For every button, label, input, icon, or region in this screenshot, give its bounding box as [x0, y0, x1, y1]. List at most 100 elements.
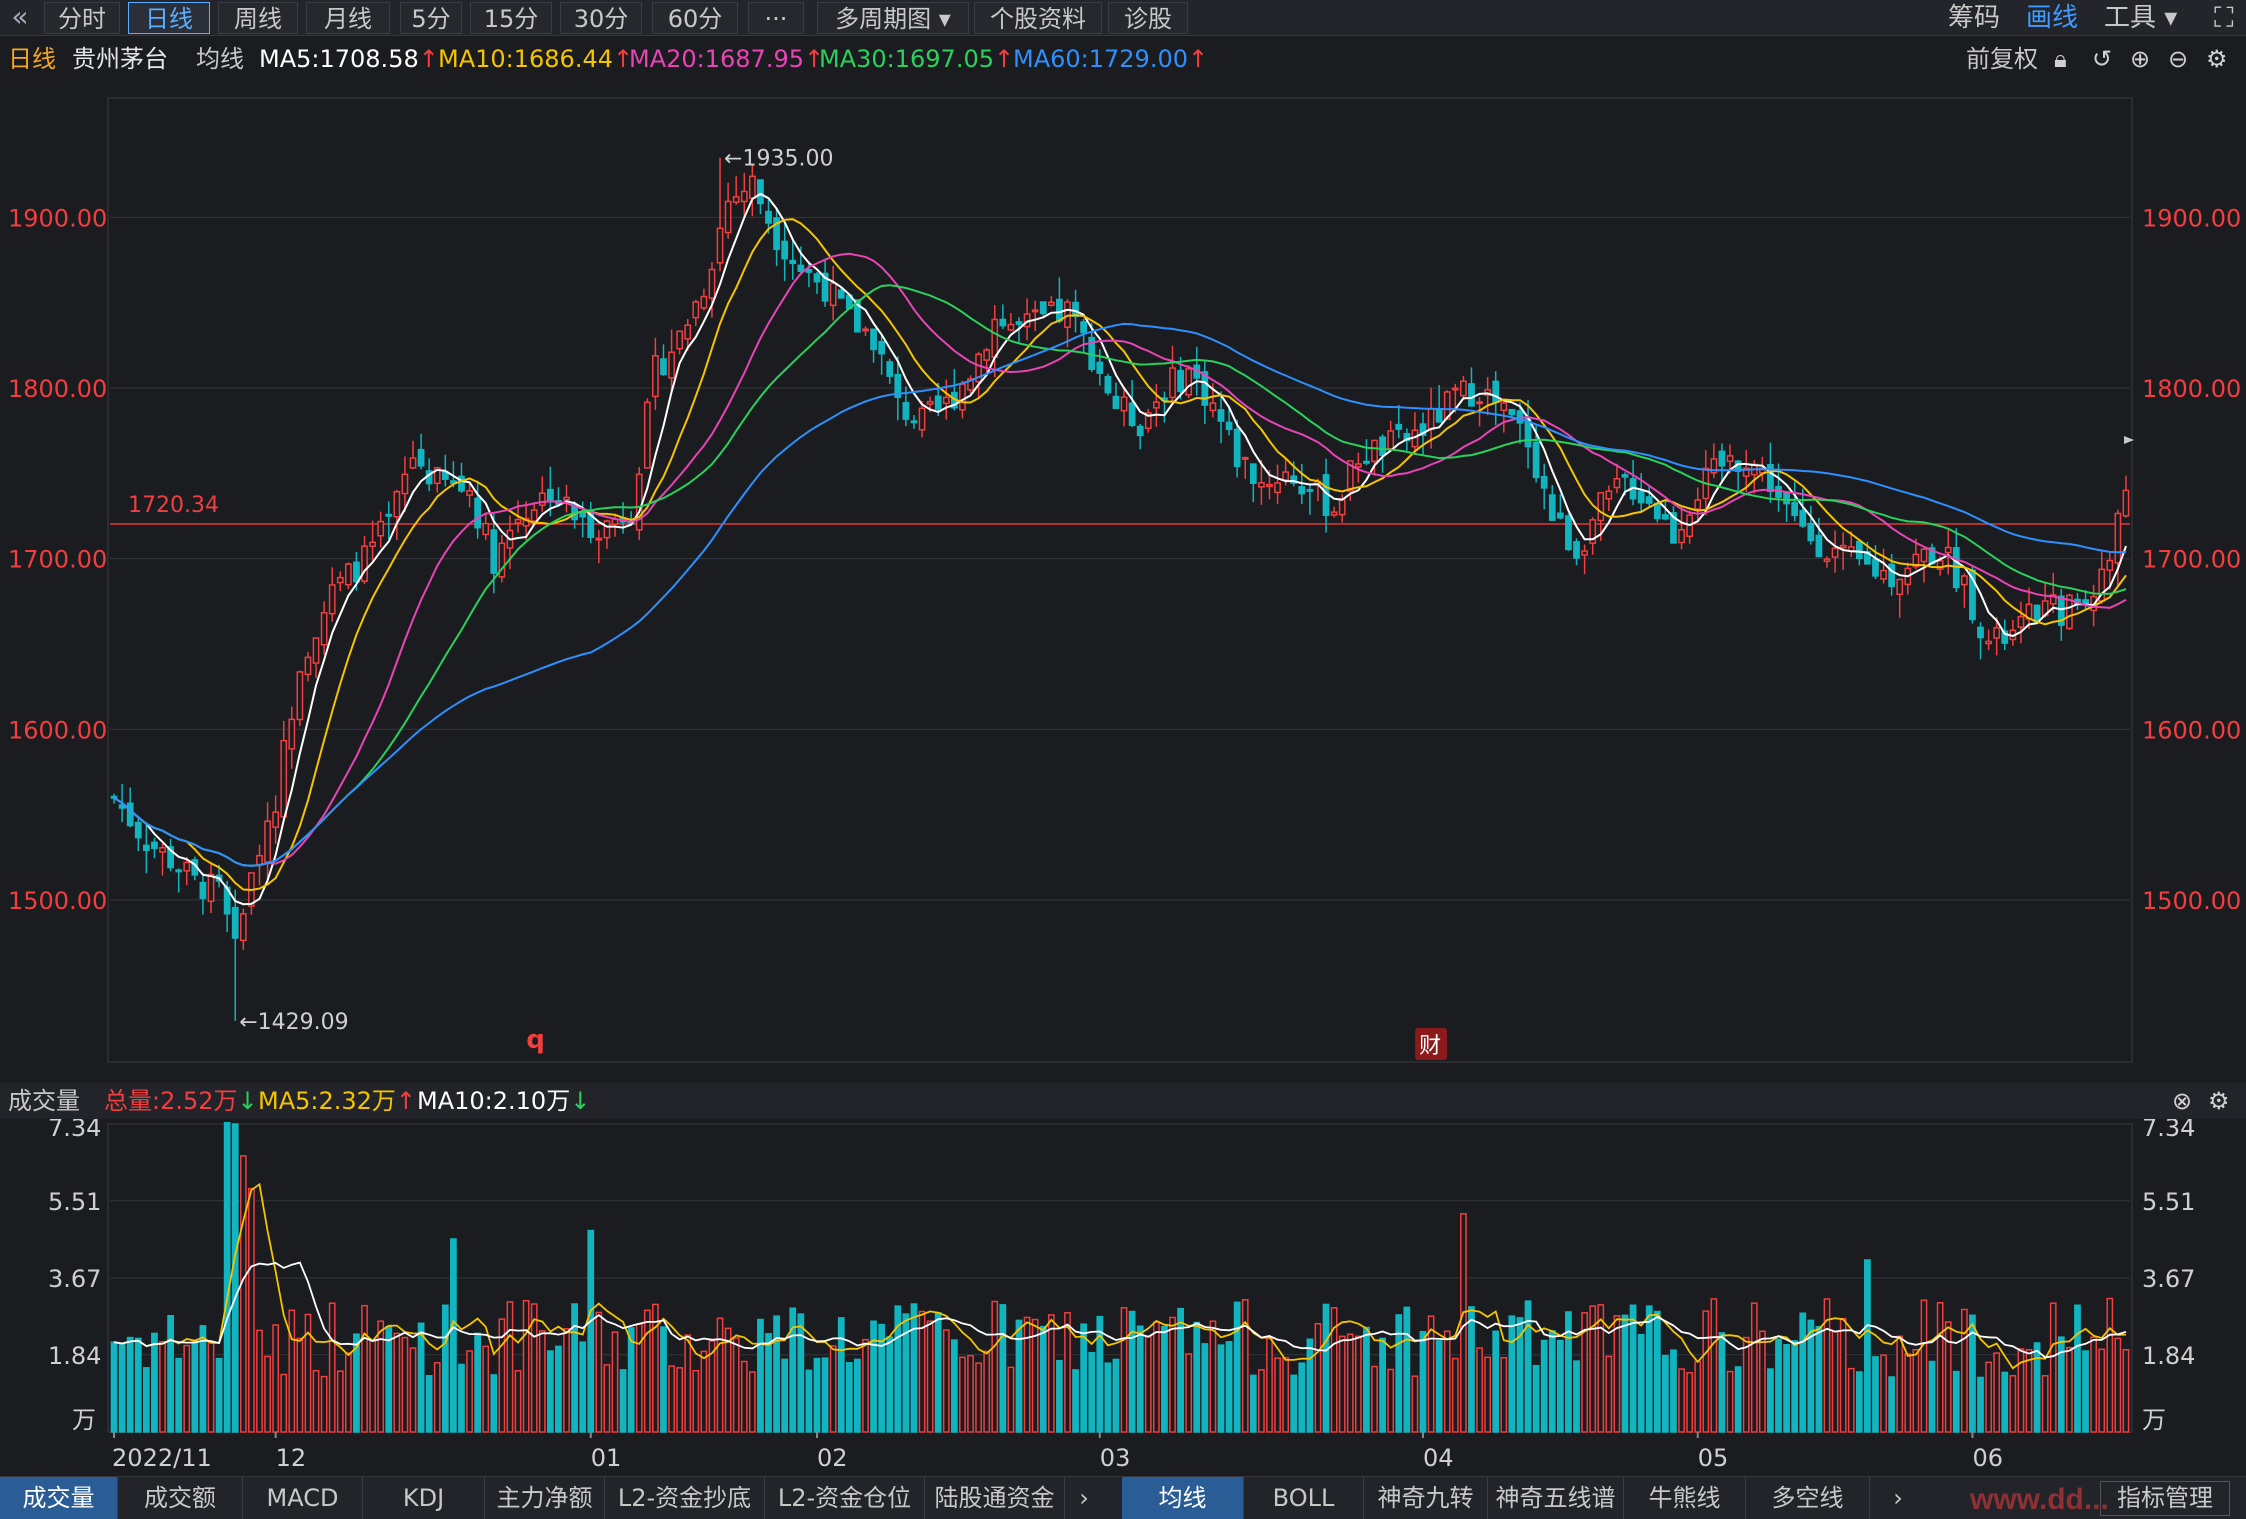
indicator-manager-button[interactable]: 指标管理: [2100, 1481, 2230, 1516]
volume-bar: [142, 1367, 150, 1433]
tab-northbound[interactable]: 陆股通资金: [925, 1477, 1065, 1519]
candle: [2033, 604, 2041, 623]
stock-name[interactable]: 贵州茅台: [72, 45, 168, 73]
tab-30min[interactable]: 30分: [560, 2, 642, 34]
candle: [1920, 547, 1928, 583]
tab-macd[interactable]: MACD: [243, 1477, 363, 1519]
more-button[interactable]: ···: [748, 2, 804, 34]
volume-bar: [1201, 1343, 1209, 1433]
tab-15min[interactable]: 15分: [470, 2, 552, 34]
ma-label[interactable]: 均线: [196, 45, 244, 73]
candle: [466, 481, 473, 508]
volume-bar: [1944, 1321, 1952, 1433]
chips-button[interactable]: 筹码: [1948, 3, 2001, 33]
tab-magic-nine[interactable]: 神奇九转: [1364, 1477, 1488, 1519]
candle: [1952, 528, 1960, 593]
settings-icon[interactable]: ⚙: [2208, 1087, 2230, 1115]
volume-bar: [652, 1303, 659, 1433]
volume-bar: [1241, 1299, 1249, 1433]
volume-bar: [1605, 1355, 1613, 1433]
volume-bar: [191, 1340, 199, 1433]
volume-bar: [1266, 1337, 1273, 1433]
candle: [1750, 460, 1758, 494]
tab-l2-bottom[interactable]: L2-资金抄底: [605, 1477, 765, 1519]
close-icon[interactable]: ⊗: [2172, 1087, 2193, 1115]
tab-main-net[interactable]: 主力净额: [485, 1477, 605, 1519]
candle: [369, 520, 376, 563]
draw-line-button[interactable]: 画线: [2026, 3, 2079, 33]
volume-tick-label-right: 5.51: [2142, 1188, 2195, 1216]
undo-icon[interactable]: ↺: [2092, 45, 2113, 73]
candle: [1209, 383, 1217, 418]
candle: [401, 456, 409, 513]
settings-icon[interactable]: ⚙: [2206, 45, 2228, 73]
tab-l2-position[interactable]: L2-资金仓位: [765, 1477, 925, 1519]
lock-icon[interactable]: 🔒︎: [2054, 45, 2067, 73]
adjust-mode[interactable]: 前复权: [1966, 45, 2038, 73]
volume-bar: [2106, 1297, 2114, 1433]
volume-bar: [2114, 1337, 2122, 1433]
multi-period-dropdown[interactable]: 多周期图 ▾: [817, 2, 969, 34]
candle: [862, 326, 869, 336]
volume-bar: [643, 1309, 651, 1433]
volume-bar: [894, 1305, 902, 1433]
volume-bar: [1960, 1308, 1968, 1433]
volume-bar: [975, 1362, 982, 1433]
volume-bar: [1928, 1360, 1936, 1433]
tab-weekly[interactable]: 周线: [218, 2, 298, 34]
candle: [1758, 456, 1766, 482]
volume-bar: [1653, 1310, 1661, 1433]
diagnosis-button[interactable]: 诊股: [1108, 2, 1188, 34]
volume-label[interactable]: 成交量: [8, 1087, 80, 1115]
volume-bar: [304, 1313, 312, 1433]
volume-bar: [837, 1317, 845, 1433]
watermark: www.dd...: [1970, 1483, 2109, 1516]
volume-bar: [1144, 1335, 1152, 1433]
candle: [1678, 506, 1685, 550]
zoom-in-icon[interactable]: ⊕: [2130, 45, 2151, 73]
volume-bar: [159, 1341, 166, 1433]
tab-ma[interactable]: 均线: [1122, 1477, 1244, 1519]
volume-bar: [1322, 1303, 1330, 1433]
volume-bar: [1306, 1338, 1314, 1433]
volume-bar: [1435, 1340, 1443, 1433]
tools-dropdown[interactable]: 工具 ▾: [2104, 3, 2178, 33]
expand-icon[interactable]: ⛶: [2214, 1, 2234, 34]
stock-profile-button[interactable]: 个股资料: [974, 2, 1102, 34]
tab-monthly[interactable]: 月线: [306, 2, 390, 34]
tab-turnover[interactable]: 成交额: [118, 1477, 243, 1519]
candle: [1177, 356, 1184, 400]
tab-bull-bear[interactable]: 牛熊线: [1624, 1477, 1746, 1519]
volume-bar: [781, 1358, 789, 1433]
volume-bar: [1702, 1310, 1710, 1433]
tab-5min[interactable]: 5分: [400, 2, 462, 34]
volume-bar: [1548, 1330, 1556, 1433]
volume-bar: [385, 1325, 393, 1433]
tab-kdj[interactable]: KDJ: [363, 1477, 485, 1519]
candle: [1960, 573, 1968, 608]
tab-daily[interactable]: 日线: [128, 2, 210, 34]
chevron-right-icon[interactable]: ›: [1893, 1484, 1903, 1512]
volume-bar: [918, 1310, 926, 1433]
tab-boll[interactable]: BOLL: [1244, 1477, 1364, 1519]
volume-tick-label-left: 万: [72, 1406, 96, 1434]
chevron-right-icon[interactable]: ›: [1079, 1484, 1089, 1512]
volume-bar: [466, 1350, 473, 1433]
volume-bar: [1524, 1300, 1532, 1433]
volume-tick-label-right: 3.67: [2142, 1265, 2195, 1293]
volume-bar: [942, 1329, 950, 1433]
zoom-out-icon[interactable]: ⊖: [2168, 45, 2189, 73]
tab-60min[interactable]: 60分: [652, 2, 738, 34]
volume-bar: [199, 1325, 207, 1433]
tab-magic-five[interactable]: 神奇五线谱: [1488, 1477, 1624, 1519]
candle: [1387, 420, 1395, 451]
double-chevron-left-icon[interactable]: «: [11, 0, 29, 33]
candle: [1637, 473, 1645, 513]
tab-volume[interactable]: 成交量: [0, 1477, 118, 1519]
candle: [1217, 391, 1225, 444]
tab-long-short[interactable]: 多空线: [1746, 1477, 1870, 1519]
volume-bar: [579, 1341, 587, 1433]
tab-intraday[interactable]: 分时: [44, 2, 120, 34]
candle: [441, 454, 449, 487]
